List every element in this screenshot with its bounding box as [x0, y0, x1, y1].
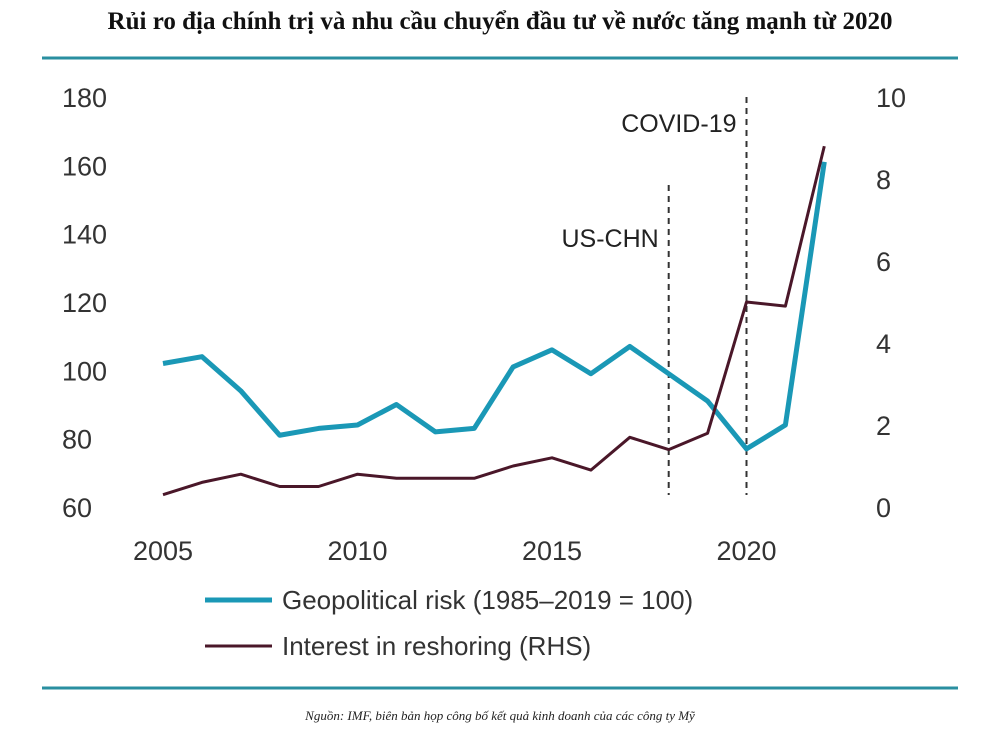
x-tick-label: 2020 — [716, 536, 776, 566]
left-tick-label: 60 — [62, 493, 92, 523]
chart-title: Rủi ro địa chính trị và nhu cầu chuyển đ… — [107, 8, 893, 35]
right-tick-label: 6 — [876, 247, 891, 277]
annotation-label: US-CHN — [561, 225, 658, 253]
x-tick-label: 2005 — [133, 536, 193, 566]
left-tick-label: 120 — [62, 288, 107, 318]
left-tick-label: 80 — [62, 425, 92, 455]
legend-label: Geopolitical risk (1985–2019 = 100) — [282, 585, 693, 615]
right-tick-label: 4 — [876, 329, 891, 359]
left-tick-label: 180 — [62, 83, 107, 113]
legend-label: Interest in reshoring (RHS) — [282, 631, 591, 661]
left-tick-label: 100 — [62, 356, 107, 386]
left-tick-label: 160 — [62, 151, 107, 181]
right-tick-label: 10 — [876, 83, 906, 113]
right-tick-label: 0 — [876, 493, 891, 523]
x-tick-label: 2010 — [327, 536, 387, 566]
source-note: Nguồn: IMF, biên bản họp công bố kết quả… — [305, 708, 695, 723]
right-tick-label: 2 — [876, 411, 891, 441]
series-line-reshoring — [162, 145, 826, 497]
left-tick-label: 140 — [62, 220, 107, 250]
right-tick-label: 8 — [876, 165, 891, 195]
annotation-label: COVID-19 — [621, 110, 736, 138]
series-line-geopolitical-risk — [162, 161, 827, 452]
x-tick-label: 2015 — [522, 536, 582, 566]
